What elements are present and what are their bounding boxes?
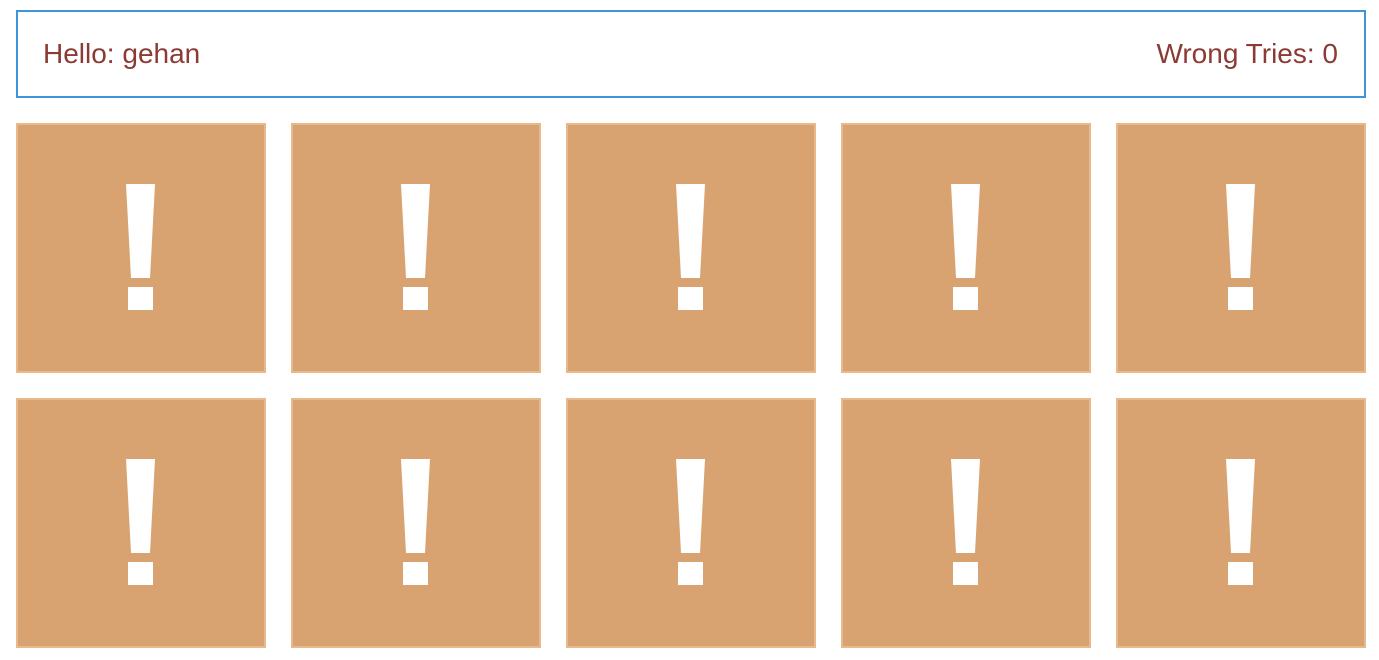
- wrong-tries-counter: Wrong Tries: 0: [1156, 38, 1338, 69]
- exclamation-icon: [126, 184, 155, 310]
- exclamation-icon: [951, 459, 980, 585]
- memory-card[interactable]: [1116, 123, 1366, 373]
- exclamation-icon: [1226, 459, 1255, 585]
- exclamation-icon: [126, 459, 155, 585]
- exclamation-icon: [1226, 184, 1255, 310]
- status-bar: Hello: gehan Wrong Tries: 0: [16, 10, 1366, 98]
- exclamation-icon: [676, 184, 705, 310]
- memory-card[interactable]: [16, 398, 266, 648]
- exclamation-icon: [401, 459, 430, 585]
- memory-card[interactable]: [291, 123, 541, 373]
- exclamation-icon: [401, 184, 430, 310]
- exclamation-icon: [951, 184, 980, 310]
- memory-card[interactable]: [841, 123, 1091, 373]
- card-board: [16, 123, 1366, 648]
- memory-card[interactable]: [566, 123, 816, 373]
- memory-card[interactable]: [1116, 398, 1366, 648]
- memory-card[interactable]: [291, 398, 541, 648]
- memory-card[interactable]: [841, 398, 1091, 648]
- exclamation-icon: [676, 459, 705, 585]
- memory-card[interactable]: [16, 123, 266, 373]
- player-greeting: Hello: gehan: [43, 38, 201, 69]
- memory-card[interactable]: [566, 398, 816, 648]
